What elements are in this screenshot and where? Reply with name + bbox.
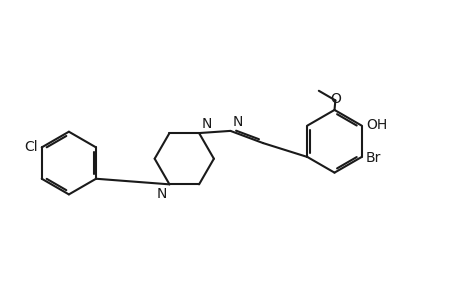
Text: N: N	[157, 187, 167, 200]
Text: Br: Br	[365, 151, 381, 165]
Text: N: N	[232, 115, 242, 129]
Text: N: N	[201, 117, 211, 131]
Text: OH: OH	[365, 118, 386, 132]
Text: O: O	[329, 92, 340, 106]
Text: Cl: Cl	[24, 140, 37, 154]
